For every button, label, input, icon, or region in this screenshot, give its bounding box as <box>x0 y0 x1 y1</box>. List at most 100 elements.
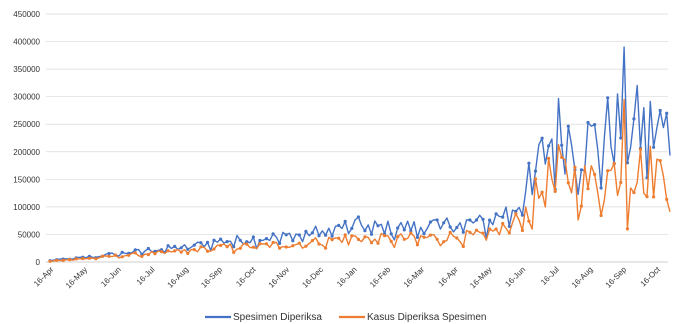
series-1-point <box>205 249 210 253</box>
series-1-point <box>251 245 255 249</box>
series-1-point <box>94 257 98 261</box>
series-0-point <box>632 117 636 121</box>
series-1-point <box>606 169 610 173</box>
series-0-point <box>625 161 630 165</box>
series-0-point <box>442 221 446 225</box>
series-1-point <box>383 234 387 238</box>
series-0-point <box>232 245 236 249</box>
series-1-point <box>173 249 177 253</box>
series-0-point <box>474 218 479 222</box>
series-0-point <box>566 124 570 128</box>
series-1-point <box>573 165 577 169</box>
series-1-point <box>179 250 183 254</box>
x-tick-label: 16-Feb <box>368 265 393 290</box>
series-0-point <box>284 233 288 237</box>
series-0-point <box>238 238 242 242</box>
y-tick-label: 0 <box>36 258 41 267</box>
series-0-point <box>540 136 544 140</box>
series-1-point <box>350 234 354 238</box>
series-1-point <box>527 219 531 223</box>
series-1-point <box>586 187 590 191</box>
series-1-point <box>68 258 72 262</box>
series-1-point <box>389 239 393 243</box>
series-1-point <box>271 240 275 245</box>
series-1-point <box>225 245 229 249</box>
series-1-point <box>304 244 308 248</box>
series-1-point <box>107 254 111 258</box>
series-0-point <box>120 250 124 254</box>
legend: Spesimen Diperiksa Kasus Diperiksa Spesi… <box>205 312 487 323</box>
series-layer <box>48 46 671 263</box>
series-1-point <box>402 237 406 241</box>
series-1-point <box>560 155 564 159</box>
series-1-point <box>658 159 662 163</box>
legend-label-spesimen: Spesimen Diperiksa <box>233 312 322 323</box>
series-1-point <box>415 243 419 247</box>
series-1-point <box>448 230 452 234</box>
series-1-point <box>100 254 105 258</box>
series-0-point <box>409 229 413 233</box>
x-tick-label: 16-Apr <box>32 265 56 289</box>
series-0-point <box>507 224 511 228</box>
series-1-point <box>127 253 131 257</box>
series-1-point <box>114 253 118 257</box>
series-0-point <box>291 239 295 243</box>
series-0-point <box>192 243 196 247</box>
y-axis-ticks: 0 50000 100000 150000 200000 250000 300000 3500… <box>13 10 40 267</box>
series-0-point <box>337 223 341 227</box>
series-1-point <box>468 230 472 234</box>
series-0-point <box>330 234 334 238</box>
x-tick-label: 16-May <box>64 265 89 290</box>
series-0-point <box>146 246 150 251</box>
series-1-point <box>369 241 374 245</box>
series-1-point <box>494 227 498 231</box>
y-tick-label: 400000 <box>13 38 40 47</box>
series-1-point <box>632 191 636 195</box>
series-1-point <box>396 235 400 239</box>
series-1-point <box>74 257 78 261</box>
x-tick-label: 16-Jun <box>503 265 527 289</box>
series-1-point <box>652 195 656 199</box>
x-tick-label: 16-Mar <box>402 265 427 290</box>
series-0-point <box>173 244 177 248</box>
series-1-point <box>297 241 301 245</box>
x-tick-label: 16-Dec <box>300 265 325 290</box>
series-0-point <box>428 220 433 224</box>
series-1-point <box>422 235 426 239</box>
series-0-point <box>258 238 262 243</box>
series-1-point <box>501 221 505 226</box>
series-0-point <box>422 232 426 236</box>
series-0-point <box>133 248 137 252</box>
series-1-point <box>324 246 328 250</box>
series-0-point <box>481 217 485 221</box>
series-1-point <box>461 244 465 249</box>
series-0-point <box>593 123 597 127</box>
series-0-point <box>225 240 229 244</box>
series-0-point <box>514 209 518 213</box>
series-0-point <box>212 238 216 242</box>
series-1-point <box>428 233 433 237</box>
series-1-point <box>232 250 236 254</box>
series-0-point <box>658 108 662 113</box>
series-1-point <box>48 259 52 263</box>
series-0-point <box>402 228 406 232</box>
series-1-point <box>612 161 616 165</box>
series-0-point <box>665 111 669 115</box>
series-1-point <box>455 236 459 240</box>
series-0-point <box>245 240 249 244</box>
y-tick-label: 350000 <box>13 65 40 74</box>
series-1-point <box>665 197 669 201</box>
series-1-point <box>363 235 367 239</box>
series-1-point <box>310 239 314 243</box>
series-0-point <box>324 233 328 237</box>
series-1-point <box>481 231 485 235</box>
y-tick-label: 200000 <box>13 148 40 157</box>
series-0-point <box>606 96 610 100</box>
x-tick-label: 16-Jan <box>335 265 359 289</box>
series-1-point <box>186 251 190 256</box>
x-tick-label: 16-Aug <box>570 265 595 290</box>
series-1-point <box>87 256 91 260</box>
series-1-point <box>264 242 269 246</box>
series-1-point <box>599 213 603 218</box>
